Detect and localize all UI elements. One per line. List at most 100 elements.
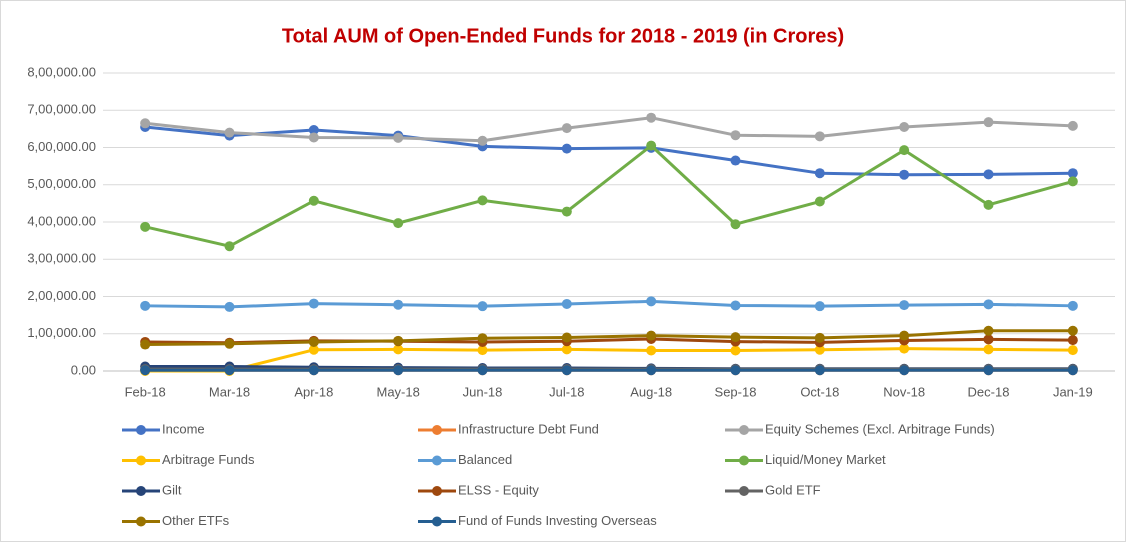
data-point xyxy=(899,300,910,311)
legend-label: Liquid/Money Market xyxy=(765,452,886,467)
x-tick-label: Aug-18 xyxy=(630,384,672,399)
y-tick-label: 0.00 xyxy=(71,362,96,377)
data-point xyxy=(308,365,319,376)
data-point xyxy=(140,300,151,311)
data-point xyxy=(224,127,235,138)
data-point xyxy=(477,135,488,146)
legend-marker xyxy=(136,455,146,466)
data-point xyxy=(646,296,657,307)
data-point xyxy=(899,122,910,133)
legend-label: Fund of Funds Investing Overseas xyxy=(458,513,657,528)
data-point xyxy=(477,365,488,376)
legend-label: Balanced xyxy=(458,452,512,467)
x-tick-label: Jan-19 xyxy=(1053,384,1093,399)
x-tick-label: Jul-18 xyxy=(549,384,584,399)
data-point xyxy=(983,169,994,180)
series-line xyxy=(144,144,1074,248)
legend-label: Income xyxy=(162,421,205,436)
data-point xyxy=(393,365,404,376)
data-point xyxy=(983,334,994,345)
data-point xyxy=(730,365,741,376)
legend-label: Equity Schemes (Excl. Arbitrage Funds) xyxy=(765,421,995,436)
data-point xyxy=(1067,176,1078,187)
data-point xyxy=(899,365,910,376)
data-point xyxy=(646,330,657,341)
data-point xyxy=(224,301,235,312)
data-point xyxy=(224,365,235,376)
data-point xyxy=(561,332,572,343)
legend-marker xyxy=(136,486,146,496)
legend-marker xyxy=(739,455,749,466)
y-tick-label: 3,00,000.00 xyxy=(27,251,96,266)
data-point xyxy=(983,325,994,336)
data-point xyxy=(730,155,741,166)
chart-title: Total AUM of Open-Ended Funds for 2018 -… xyxy=(282,25,844,47)
data-point xyxy=(814,168,825,179)
data-point xyxy=(140,365,151,376)
data-point xyxy=(1067,345,1078,356)
data-point xyxy=(308,124,319,135)
legend-marker xyxy=(432,486,442,496)
legend-marker xyxy=(432,516,442,527)
y-tick-label: 2,00,000.00 xyxy=(27,288,96,303)
data-point xyxy=(308,336,319,347)
legend-label: ELSS - Equity xyxy=(458,482,539,497)
data-point xyxy=(899,145,910,156)
legend-label: Infrastructure Debt Fund xyxy=(458,421,599,436)
x-tick-label: Oct-18 xyxy=(800,384,839,399)
data-point xyxy=(983,117,994,128)
x-tick-label: Sep-18 xyxy=(715,384,757,399)
legend-marker xyxy=(739,486,749,496)
x-tick-label: Dec-18 xyxy=(968,384,1010,399)
data-point xyxy=(393,344,404,355)
data-point xyxy=(730,345,741,356)
data-point xyxy=(646,112,657,123)
data-point xyxy=(814,131,825,142)
legend-marker xyxy=(136,425,146,435)
data-point xyxy=(899,169,910,180)
data-point xyxy=(561,365,572,376)
data-point xyxy=(730,130,741,141)
series-line xyxy=(145,347,1073,373)
data-point xyxy=(561,344,572,355)
data-point xyxy=(730,300,741,311)
legend-marker xyxy=(432,425,442,435)
legend-label: Arbitrage Funds xyxy=(162,452,255,467)
data-point xyxy=(477,333,488,344)
data-point xyxy=(814,196,825,207)
data-point xyxy=(814,301,825,312)
data-point xyxy=(140,221,151,232)
data-point xyxy=(140,339,151,350)
data-point xyxy=(899,343,910,354)
data-point xyxy=(814,344,825,355)
data-point xyxy=(308,132,319,143)
x-tick-label: Jun-18 xyxy=(463,384,503,399)
data-point xyxy=(983,299,994,310)
data-point xyxy=(393,132,404,143)
data-point xyxy=(983,344,994,355)
data-point xyxy=(1067,300,1078,311)
data-point xyxy=(393,335,404,346)
data-point xyxy=(1067,335,1078,346)
legend-label: Other ETFs xyxy=(162,513,230,528)
series-line xyxy=(145,116,1073,143)
data-point xyxy=(1067,365,1078,376)
series-line xyxy=(145,299,1073,309)
data-point xyxy=(561,123,572,134)
legend-marker xyxy=(136,516,146,527)
data-point xyxy=(393,218,404,229)
data-point xyxy=(1067,120,1078,131)
data-point xyxy=(646,365,657,376)
data-point xyxy=(561,206,572,217)
data-point xyxy=(477,345,488,356)
y-tick-label: 5,00,000.00 xyxy=(27,176,96,191)
data-point xyxy=(477,301,488,312)
y-tick-label: 1,00,000.00 xyxy=(27,325,96,340)
data-point xyxy=(1067,168,1078,179)
data-point xyxy=(224,338,235,349)
data-point xyxy=(477,195,488,206)
data-point xyxy=(1067,325,1078,336)
